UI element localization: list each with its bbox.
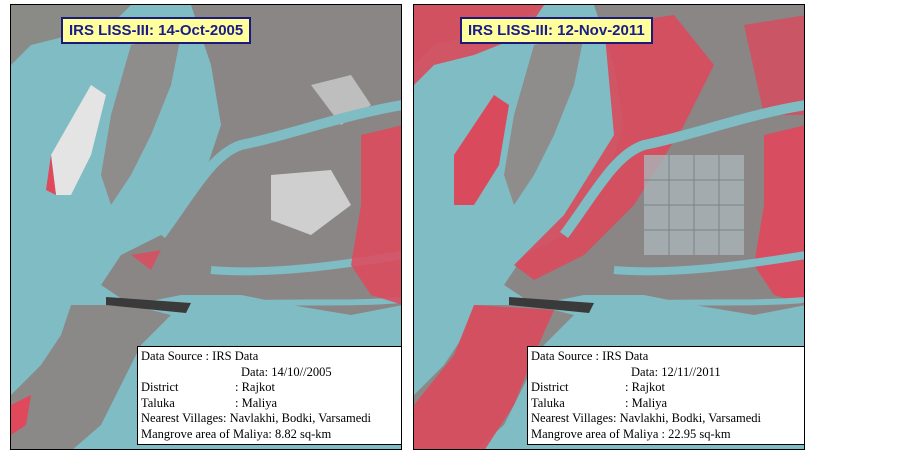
nearest-villages: Nearest Villages: Navlakhi, Bodki, Varsa… (531, 411, 761, 425)
data-source: Data Source : IRS Data (141, 349, 259, 363)
nearest-villages: Nearest Villages: Navlakhi, Bodki, Varsa… (141, 411, 371, 425)
info-box: Data Source : IRS Data Data: 14/10//2005… (137, 346, 401, 445)
district-row: District : Rajkot (141, 380, 399, 396)
panel-title: IRS LISS-III: 14-Oct-2005 (61, 17, 252, 44)
data-date: Data: 12/11//2011 (631, 364, 721, 379)
taluka-row: Taluka : Maliya (141, 396, 399, 412)
taluka-label: Taluka (141, 395, 175, 410)
district-label: District (141, 380, 179, 394)
district-value: : Rajkot (235, 380, 275, 394)
satellite-image-2005: IRS LISS-III: 14-Oct-2005 Data Source : … (10, 4, 402, 450)
mangrove-area: Mangrove area of Maliya : 22.95 sq-km (531, 426, 731, 441)
data-source: Data Source : IRS Data (531, 349, 649, 363)
district-label: District (531, 380, 569, 394)
panel-title: IRS LISS-III: 12-Nov-2011 (460, 17, 653, 44)
taluka-value: : Maliya (235, 395, 278, 410)
info-box: Data Source : IRS Data Data: 12/11//2011… (527, 346, 804, 445)
district-value: : Rajkot (625, 380, 665, 394)
data-date: Data: 14/10//2005 (241, 364, 332, 379)
taluka-label: Taluka (531, 395, 565, 410)
taluka-row: Taluka : Maliya (531, 396, 802, 412)
satellite-image-2011: IRS LISS-III: 12-Nov-2011 Data Source : … (413, 4, 805, 450)
taluka-value: : Maliya (625, 395, 668, 410)
mangrove-area: Mangrove area of Maliya: 8.82 sq-km (141, 426, 332, 441)
district-row: District : Rajkot (531, 380, 802, 396)
